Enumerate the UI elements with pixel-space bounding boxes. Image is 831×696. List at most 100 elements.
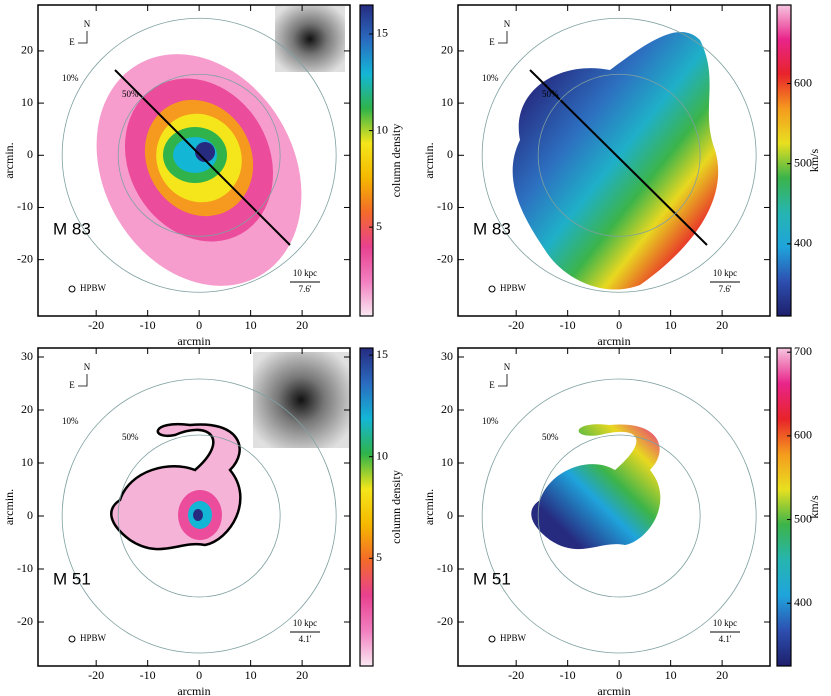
beam-contour xyxy=(61,17,337,293)
y-tick-label: 30 xyxy=(21,349,33,363)
x-tick-label: -20 xyxy=(508,318,524,332)
colorbar-tick-label: 500 xyxy=(794,511,812,525)
y-axis-label: arcmin. xyxy=(422,142,436,178)
x-tick-label: 10 xyxy=(245,668,257,682)
beam-marker xyxy=(488,635,496,643)
contour-label: 50% xyxy=(122,432,139,442)
x-tick-label: -10 xyxy=(560,668,576,682)
colorbar-tick-label: 5 xyxy=(376,219,382,233)
beam-contour xyxy=(537,73,701,237)
emission-map xyxy=(110,352,349,551)
y-tick-label: 20 xyxy=(441,402,453,416)
x-axis-label: arcmin xyxy=(597,684,630,696)
y-tick-label: -20 xyxy=(437,251,453,265)
colorbar-tick-label: 400 xyxy=(794,236,812,250)
compass xyxy=(78,31,88,44)
colorbar-tick-label: 600 xyxy=(794,75,812,89)
y-tick-label: -10 xyxy=(17,561,33,575)
beam-marker xyxy=(68,635,76,643)
colorbar xyxy=(776,347,792,667)
beam-label: HPBW xyxy=(80,633,107,643)
plot-frame xyxy=(457,347,771,667)
east-label: E xyxy=(69,380,75,390)
beam-label: HPBW xyxy=(500,283,527,293)
compass xyxy=(498,374,508,387)
beam-marker xyxy=(68,285,76,293)
colorbar-label: column density xyxy=(389,470,403,544)
y-tick-label: -20 xyxy=(17,251,33,265)
y-axis-label: arcmin. xyxy=(422,489,436,525)
y-tick-label: -10 xyxy=(437,199,453,213)
galaxy-title: M 83 xyxy=(53,219,91,238)
x-tick-label: -20 xyxy=(88,318,104,332)
y-tick-label: 0 xyxy=(27,508,33,522)
y-tick-label: 10 xyxy=(441,95,453,109)
colorbar-tick-label: 700 xyxy=(794,344,812,358)
north-label: N xyxy=(504,19,511,29)
y-tick-label: -20 xyxy=(437,614,453,628)
compass xyxy=(498,31,508,44)
x-tick-label: -10 xyxy=(560,318,576,332)
contour-label: 50% xyxy=(542,89,559,99)
galaxy-title: M 51 xyxy=(473,569,511,588)
galaxy-title: M 83 xyxy=(473,219,511,238)
x-tick-label: 0 xyxy=(196,668,202,682)
x-tick-label: 10 xyxy=(665,318,677,332)
x-tick-label: -10 xyxy=(140,318,156,332)
north-label: N xyxy=(84,362,91,372)
plot-frame xyxy=(457,4,771,317)
colorbar xyxy=(359,347,374,667)
colorbar-tick-label: 15 xyxy=(376,347,388,361)
beam-label: HPBW xyxy=(80,283,107,293)
beam-contour xyxy=(61,378,337,654)
y-tick-label: 0 xyxy=(447,147,453,161)
colorbar-label: km/s xyxy=(807,495,821,519)
colorbar-tick-label: 15 xyxy=(376,26,388,40)
x-tick-label: 10 xyxy=(665,668,677,682)
y-tick-label: 0 xyxy=(447,508,453,522)
x-tick-label: 0 xyxy=(616,318,622,332)
x-tick-label: -20 xyxy=(508,668,524,682)
velocity-map xyxy=(512,31,719,290)
y-tick-label: 20 xyxy=(21,43,33,57)
x-tick-label: 20 xyxy=(716,318,728,332)
emission-map xyxy=(96,6,345,286)
scale-angle: 4.1' xyxy=(719,634,732,644)
y-tick-label: -10 xyxy=(437,561,453,575)
compass xyxy=(78,374,88,387)
contour-label: 10% xyxy=(482,416,499,426)
x-tick-label: 20 xyxy=(296,668,308,682)
y-tick-label: -20 xyxy=(17,614,33,628)
x-tick-label: 10 xyxy=(245,318,257,332)
y-tick-label: -10 xyxy=(17,199,33,213)
y-tick-label: 10 xyxy=(21,455,33,469)
x-tick-label: 0 xyxy=(616,668,622,682)
x-tick-label: -20 xyxy=(88,668,104,682)
colorbar-tick-label: 10 xyxy=(376,122,388,136)
plot-frame xyxy=(37,347,351,667)
beam-contour xyxy=(117,73,281,237)
colorbar-tick-label: 5 xyxy=(376,550,382,564)
beam-contour xyxy=(481,17,757,293)
east-label: E xyxy=(69,37,75,47)
beam-contour xyxy=(537,434,701,598)
x-axis-label: arcmin xyxy=(597,334,630,348)
colorbar-tick-label: 400 xyxy=(794,595,812,609)
y-tick-label: 30 xyxy=(441,349,453,363)
velocity-map xyxy=(531,424,661,550)
contour-label: 50% xyxy=(542,432,559,442)
scale-angle: 7.6' xyxy=(719,284,732,294)
contour-label: 10% xyxy=(482,73,499,83)
scale-angle: 7.6' xyxy=(299,284,312,294)
scale-label: 10 kpc xyxy=(293,618,317,628)
east-label: E xyxy=(489,380,495,390)
y-tick-label: 10 xyxy=(441,455,453,469)
scale-angle: 4.1' xyxy=(299,634,312,644)
contour-label: 50% xyxy=(122,89,139,99)
colorbar-label: km/s xyxy=(807,149,821,173)
x-axis-label: arcmin xyxy=(177,684,210,696)
contour-label: 10% xyxy=(62,416,79,426)
colorbar-tick-label: 500 xyxy=(794,155,812,169)
y-tick-label: 20 xyxy=(441,43,453,57)
